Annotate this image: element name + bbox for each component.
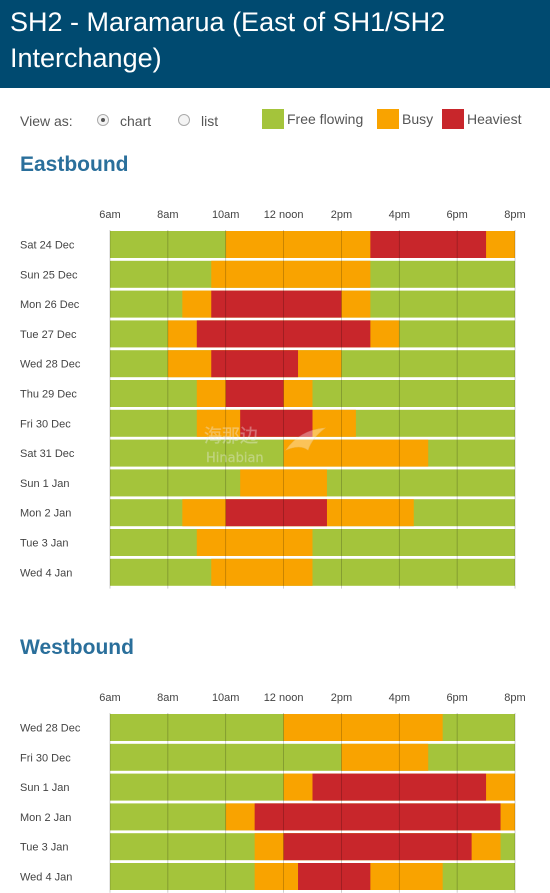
- x-tick-label: 6am: [99, 209, 120, 221]
- heaviest-segment: [312, 773, 487, 801]
- page-header: SH2 - Maramarua (East of SH1/SH2 Interch…: [0, 0, 550, 88]
- legend-heaviest-swatch: [442, 109, 464, 129]
- eastbound-title: Eastbound: [20, 153, 129, 176]
- row-label: Sun 1 Jan: [20, 478, 70, 490]
- row-label: Tue 27 Dec: [20, 329, 77, 341]
- row-label: Mon 2 Jan: [20, 812, 71, 824]
- view-as-label: View as:: [20, 113, 73, 129]
- x-tick-label: 10am: [212, 209, 240, 221]
- busy-segment: [240, 469, 327, 497]
- row-label: Wed 4 Jan: [20, 872, 72, 884]
- watermark-en: Hinabian: [206, 451, 264, 466]
- row-label: Mon 26 Dec: [20, 299, 80, 311]
- row-label: Fri 30 Dec: [20, 752, 71, 764]
- row-label: Thu 29 Dec: [20, 389, 77, 401]
- heaviest-segment: [225, 380, 284, 407]
- legend-free-label: Free flowing: [287, 111, 364, 127]
- x-tick-label: 6pm: [446, 692, 467, 704]
- heaviest-segment: [225, 499, 327, 527]
- x-tick-label: 12 noon: [264, 209, 304, 221]
- legend-busy-label: Busy: [402, 111, 434, 127]
- westbound-chart-svg: 6am 8am 10am 12 noon 2pm 4pm 6pm 8pm Wed 28 Dec F…: [20, 692, 526, 893]
- busy-segment: [283, 439, 429, 467]
- x-tick-label: 8am: [157, 692, 178, 704]
- heaviest-segment: [298, 863, 371, 890]
- row-label: Sat 31 Dec: [20, 448, 75, 460]
- row-label: Sun 25 Dec: [20, 269, 78, 281]
- westbound-title: Westbound: [20, 636, 134, 659]
- x-tick-label: 6am: [99, 692, 120, 704]
- heaviest-segment: [211, 350, 299, 378]
- heaviest-segment: [370, 231, 487, 258]
- x-tick-label: 6pm: [446, 209, 467, 221]
- x-tick-label: 10am: [212, 692, 240, 704]
- busy-segment: [211, 260, 371, 288]
- x-tick-label: 4pm: [389, 692, 410, 704]
- row-label: Mon 2 Jan: [20, 508, 71, 520]
- row-label: Sat 24 Dec: [20, 240, 75, 252]
- chart-radio[interactable]: [97, 114, 109, 126]
- list-option-label[interactable]: list: [201, 113, 219, 129]
- page-title-line-1: SH2 - Maramarua (East of SH1/SH2: [10, 7, 446, 37]
- heaviest-segment: [254, 803, 501, 831]
- row-label: Wed 28 Dec: [20, 359, 81, 371]
- busy-segment: [283, 714, 443, 741]
- list-radio[interactable]: [178, 114, 190, 126]
- chart-option-label[interactable]: chart: [120, 113, 152, 129]
- busy-segment: [341, 743, 429, 771]
- x-tick-label: 8am: [157, 209, 178, 221]
- page-title-line-2: Interchange): [10, 43, 162, 73]
- westbound-chart: 6am 8am 10am 12 noon 2pm 4pm 6pm 8pm Wed 28 Dec F…: [0, 683, 550, 893]
- eastbound-chart: 6am 8am 10am 12 noon 2pm 4pm 6pm 8pm Sat 24 Dec S…: [0, 200, 550, 590]
- view-controls: View as: chart list Free flowing Busy He…: [0, 100, 550, 140]
- heaviest-segment: [283, 833, 472, 861]
- heaviest-segment: [211, 290, 342, 318]
- x-tick-label: 4pm: [389, 209, 410, 221]
- busy-segment: [211, 558, 313, 586]
- x-tick-label: 12 noon: [264, 692, 304, 704]
- x-tick-label: 2pm: [331, 692, 352, 704]
- watermark-logo: 海那边 Hinabian: [200, 420, 360, 470]
- legend-free-swatch: [262, 109, 284, 129]
- row-label: Fri 30 Dec: [20, 418, 71, 430]
- x-tick-label: 8pm: [504, 209, 525, 221]
- free-flowing-segment: [110, 743, 515, 771]
- watermark-cn: 海那边: [204, 426, 258, 447]
- legend-busy-swatch: [377, 109, 399, 129]
- row-label: Sun 1 Jan: [20, 782, 70, 794]
- x-tick-label: 2pm: [331, 209, 352, 221]
- heaviest-segment: [196, 320, 371, 348]
- row-label: Wed 28 Dec: [20, 723, 81, 735]
- legend-heaviest-label: Heaviest: [467, 111, 522, 127]
- row-label: Tue 3 Jan: [20, 538, 69, 550]
- row-label: Tue 3 Jan: [20, 842, 69, 854]
- row-label: Wed 4 Jan: [20, 567, 72, 579]
- heaviest-segment: [240, 409, 313, 437]
- busy-segment: [196, 529, 313, 556]
- eastbound-chart-svg: 6am 8am 10am 12 noon 2pm 4pm 6pm 8pm Sat 24 Dec S…: [20, 209, 526, 589]
- x-tick-label: 8pm: [504, 692, 525, 704]
